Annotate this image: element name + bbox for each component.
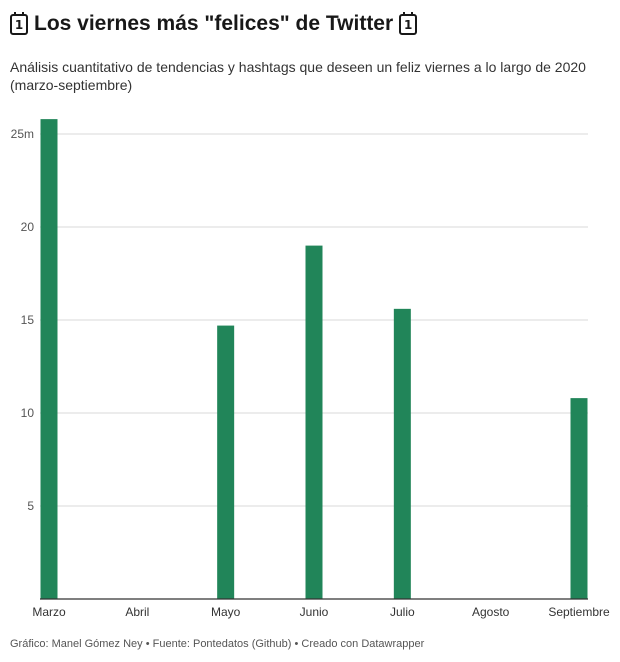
x-tick-label: Marzo (32, 605, 66, 619)
x-tick-label: Abril (125, 605, 149, 619)
bar-septiembre (570, 398, 588, 599)
y-tick-label: 15 (21, 313, 35, 327)
y-tick-label: 25m (11, 127, 34, 141)
calendar-icon: 1 (10, 11, 28, 35)
x-tick-label: Septiembre (548, 605, 610, 619)
y-tick-label: 20 (21, 220, 35, 234)
chart-title: 1 Los viernes más "felices" de Twitter 1 (10, 11, 418, 36)
y-tick-label: 5 (27, 499, 34, 513)
x-tick-label: Junio (300, 605, 329, 619)
y-tick-label: 10 (21, 406, 35, 420)
chart-footer: Gráfico: Manel Gómez Ney • Fuente: Ponte… (10, 638, 425, 650)
bar-julio (393, 308, 411, 599)
chart-title-text: Los viernes más "felices" de Twitter (34, 12, 394, 35)
bar-junio (305, 245, 323, 599)
calendar-icon: 1 (399, 11, 418, 35)
bar-marzo (40, 119, 58, 600)
bar-chart: 5 10 15 20 25m Marzo Abril Mayo Junio Julio Agosto… (11, 119, 610, 619)
x-tick-label: Agosto (472, 605, 510, 619)
chart-subtitle: Análisis cuantitativo de tendencias y ha… (10, 59, 586, 93)
x-tick-label: Mayo (211, 605, 241, 619)
x-tick-label: Julio (390, 605, 415, 619)
bar-mayo (217, 325, 235, 599)
